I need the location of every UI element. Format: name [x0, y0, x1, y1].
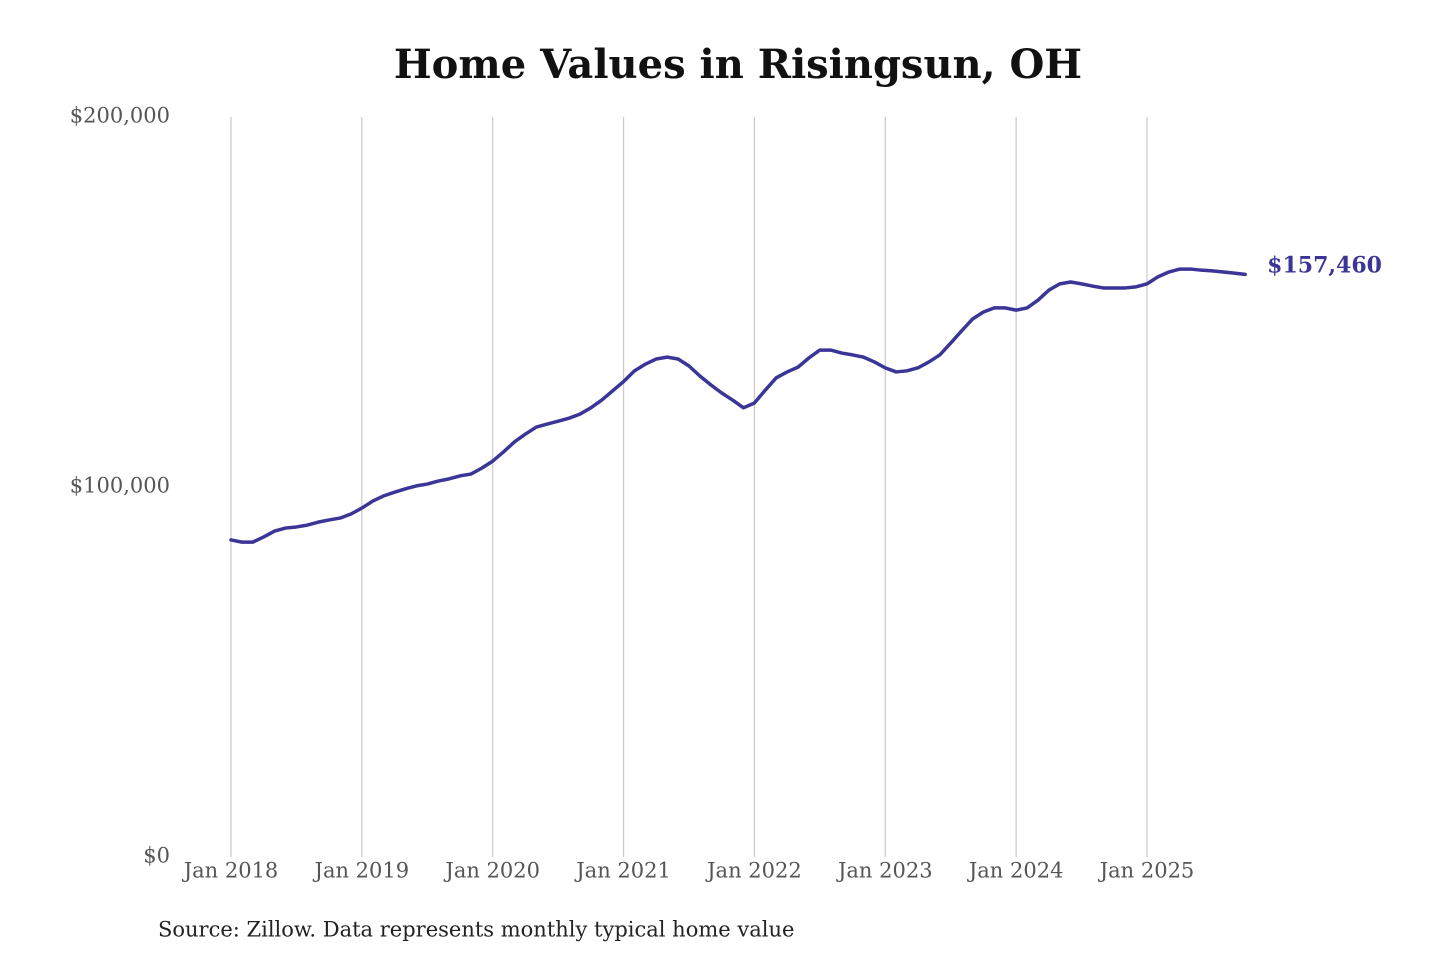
- x-tick-label: Jan 2024: [967, 859, 1064, 883]
- x-tick-label: Jan 2020: [443, 859, 540, 883]
- x-tick-label: Jan 2025: [1098, 859, 1195, 883]
- data-label: $157,460: [1267, 252, 1382, 278]
- x-tick-label: Jan 2021: [574, 859, 671, 883]
- y-tick-label: $200,000: [70, 104, 170, 128]
- y-tick-label: $0: [143, 844, 170, 868]
- x-tick-label: Jan 2022: [705, 859, 802, 883]
- y-tick-label: $100,000: [70, 474, 170, 498]
- source-note: Source: Zillow. Data represents monthly …: [158, 918, 794, 942]
- x-tick-label: Jan 2018: [182, 859, 279, 883]
- x-tick-label: Jan 2019: [313, 859, 410, 883]
- x-tick-label: Jan 2023: [836, 859, 933, 883]
- line: [229, 267, 1247, 544]
- chart-title: Home Values in Risingsun, OH: [394, 41, 1082, 88]
